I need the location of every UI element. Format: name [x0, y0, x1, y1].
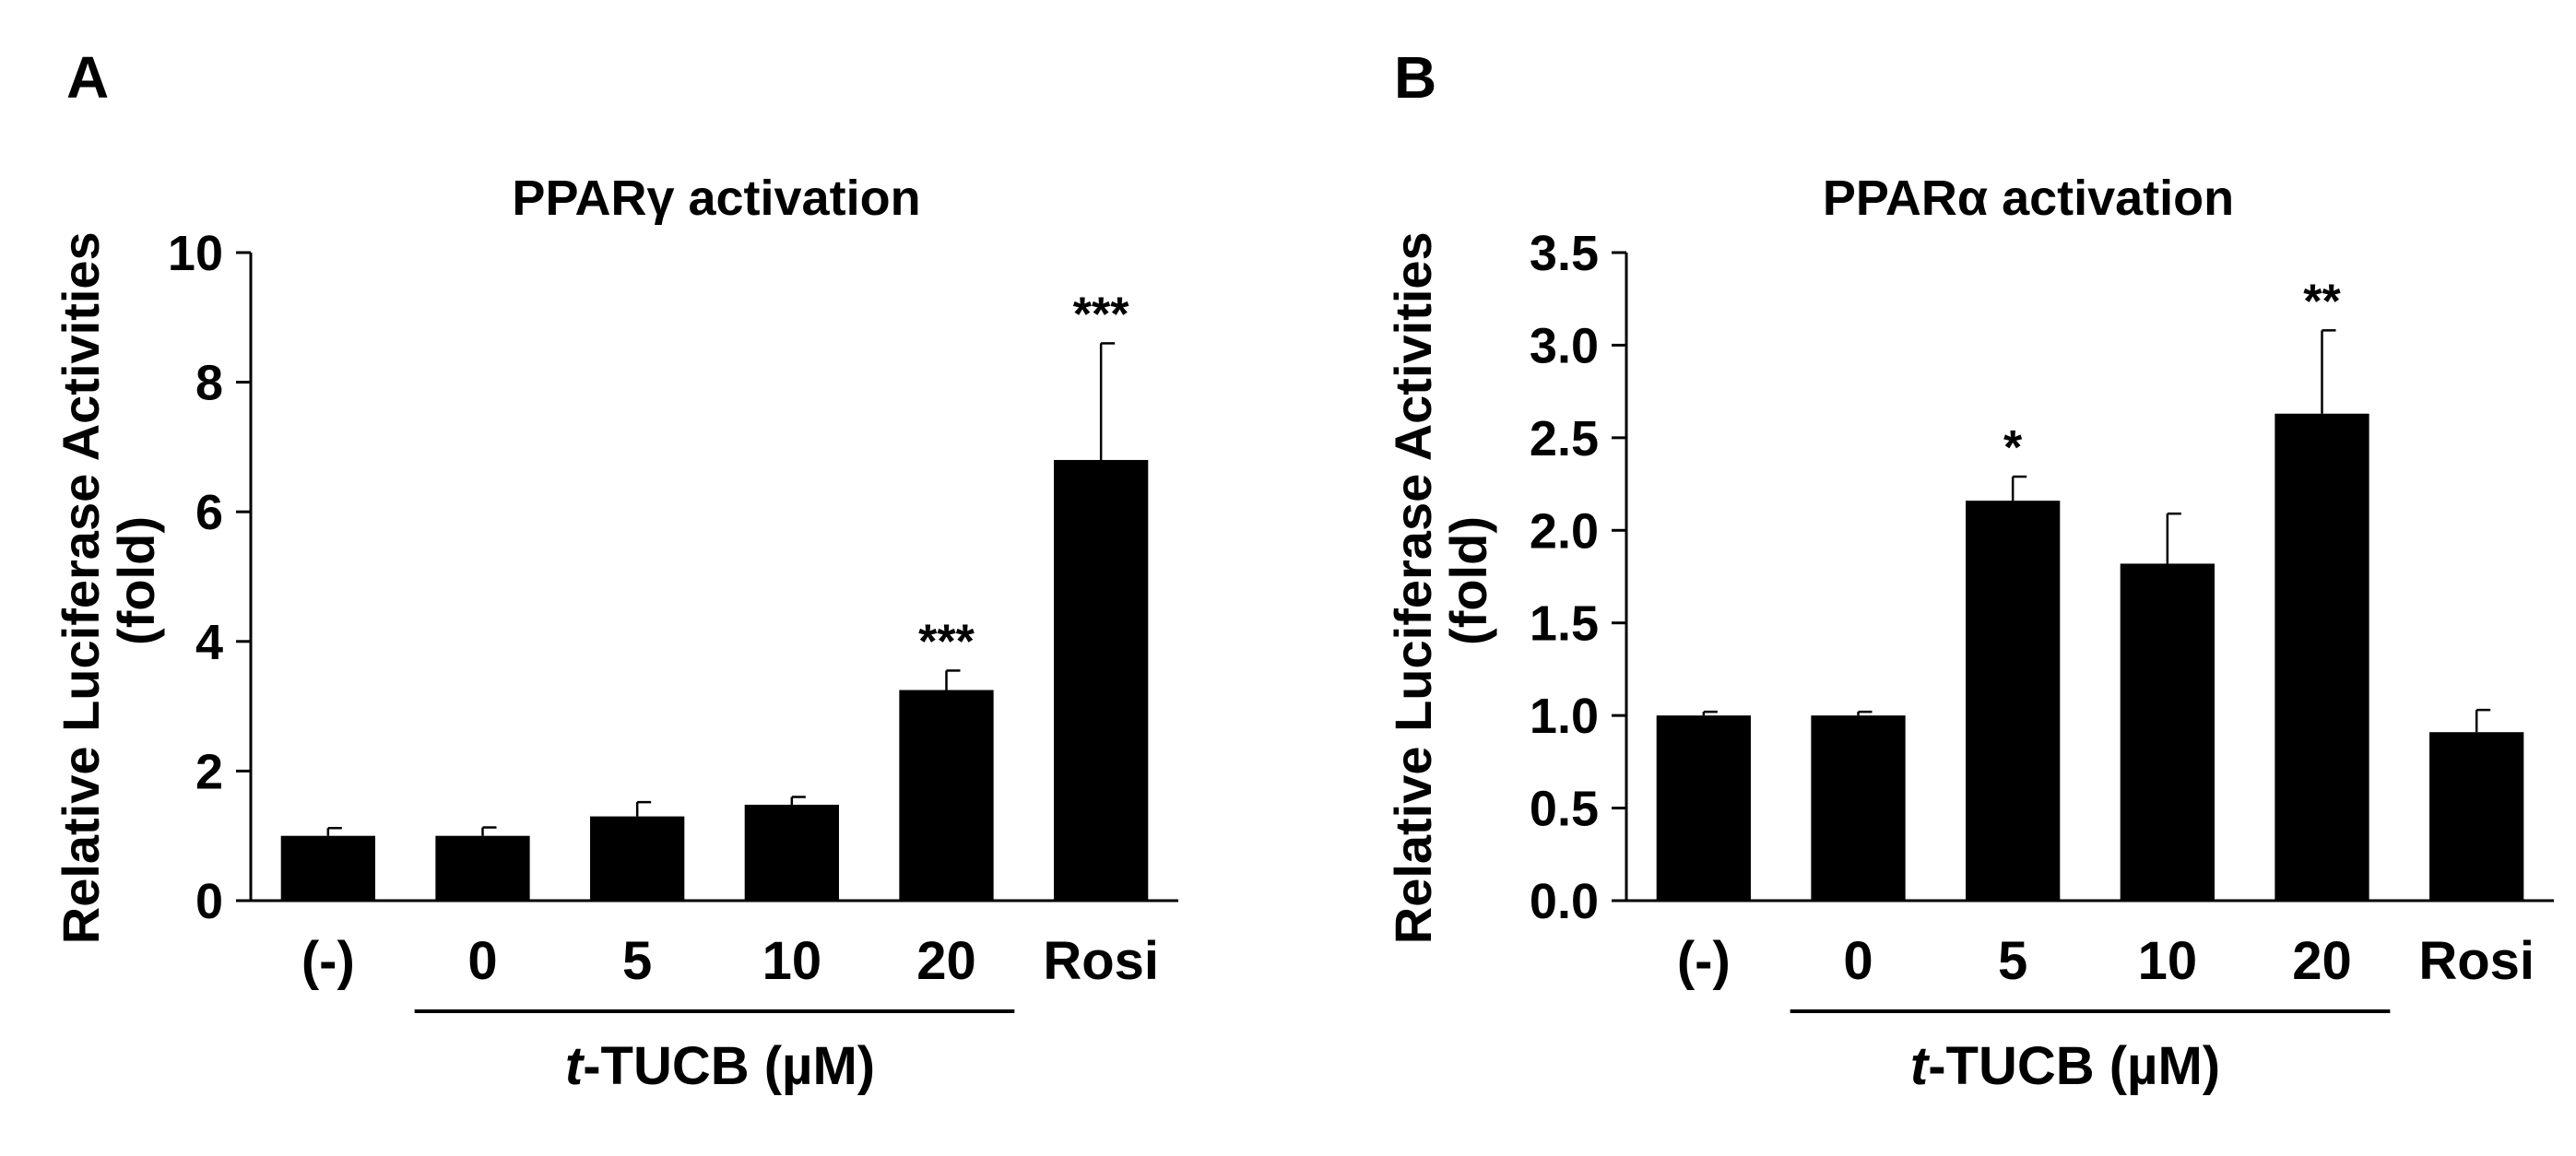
bar: [2275, 413, 2369, 901]
chart-title: PPARα activation: [1823, 171, 2234, 226]
y-tick-label: 6: [195, 485, 223, 540]
x-axis-label-rest: -TUCB (µM): [583, 1036, 875, 1096]
panel-letter: B: [1394, 44, 1436, 111]
plot-area: 0 2 4 6 8 10 (-) 0 5 10 *** 20 *** Rosi: [168, 226, 1178, 1013]
category-label: 10: [2138, 931, 2198, 991]
y-axis-label-line2: (fold): [107, 516, 165, 645]
x-axis-label-italic: t: [565, 1036, 585, 1096]
panel-a: A PPARγ activation Relative Luciferase A…: [52, 44, 1178, 1096]
significance-label: ***: [918, 615, 975, 668]
category-label: 5: [1998, 931, 2027, 991]
y-tick-label: 0.5: [1530, 782, 1599, 837]
bar: [590, 816, 685, 901]
bar: [2429, 732, 2524, 901]
bar: [2120, 563, 2215, 901]
bar: [1966, 501, 2061, 901]
category-label: 20: [916, 931, 976, 991]
y-tick-label: 4: [195, 615, 223, 670]
bar: [1656, 715, 1751, 901]
category-label: (-): [301, 931, 355, 991]
y-tick-label: 3.0: [1530, 318, 1599, 373]
y-axis-label: Relative Luciferase Activities (fold): [52, 218, 165, 945]
y-axis-label-line1: Relative Luciferase Activities: [1384, 231, 1442, 944]
significance-label: *: [2003, 421, 2023, 475]
category-label: 0: [467, 931, 497, 991]
y-axis-label-line2: (fold): [1439, 516, 1497, 645]
y-tick-label: 8: [195, 356, 223, 411]
y-tick-label: 2.0: [1530, 503, 1599, 559]
category-label: Rosi: [1043, 931, 1159, 991]
y-tick-label: 2.5: [1530, 411, 1599, 466]
category-label: (-): [1677, 931, 1731, 991]
plot-area: 0.0 0.5 1.0 1.5 2.0 2.5 3.0 3.5 (-) 0 * 5 10 ** 20 Rosi: [1530, 226, 2554, 1013]
x-axis-label-rest: -TUCB (µM): [1928, 1036, 2220, 1096]
x-axis-label: t-TUCB (µM): [565, 1036, 875, 1096]
category-label: 10: [762, 931, 822, 991]
bar: [899, 690, 994, 901]
bar: [1054, 459, 1149, 901]
y-tick-label: 0: [195, 874, 223, 929]
y-tick-label: 0.0: [1530, 874, 1599, 929]
bar: [435, 835, 530, 901]
significance-label: ***: [1073, 288, 1129, 341]
y-tick-label: 1.5: [1530, 596, 1599, 652]
y-axis-label: Relative Luciferase Activities (fold): [1384, 218, 1497, 945]
category-label: Rosi: [2418, 931, 2535, 991]
y-tick-label: 1.0: [1530, 689, 1599, 744]
y-tick-label: 3.5: [1530, 226, 1599, 281]
x-axis-label-italic: t: [1910, 1036, 1931, 1096]
category-label: 20: [2292, 931, 2352, 991]
bar: [1811, 715, 1906, 901]
panel-b: B PPARα activation Relative Luciferase A…: [1384, 44, 2554, 1096]
bar: [280, 835, 375, 901]
chart-title: PPARγ activation: [512, 171, 920, 226]
category-label: 5: [622, 931, 652, 991]
y-tick-label: 2: [195, 744, 223, 799]
x-axis-label: t-TUCB (µM): [1910, 1036, 2220, 1096]
y-tick-label: 10: [168, 226, 223, 281]
category-label: 0: [1843, 931, 1873, 991]
panel-letter: A: [66, 44, 109, 111]
bar: [744, 804, 839, 901]
y-axis-label-line1: Relative Luciferase Activities: [52, 231, 110, 944]
significance-label: **: [2303, 275, 2341, 328]
